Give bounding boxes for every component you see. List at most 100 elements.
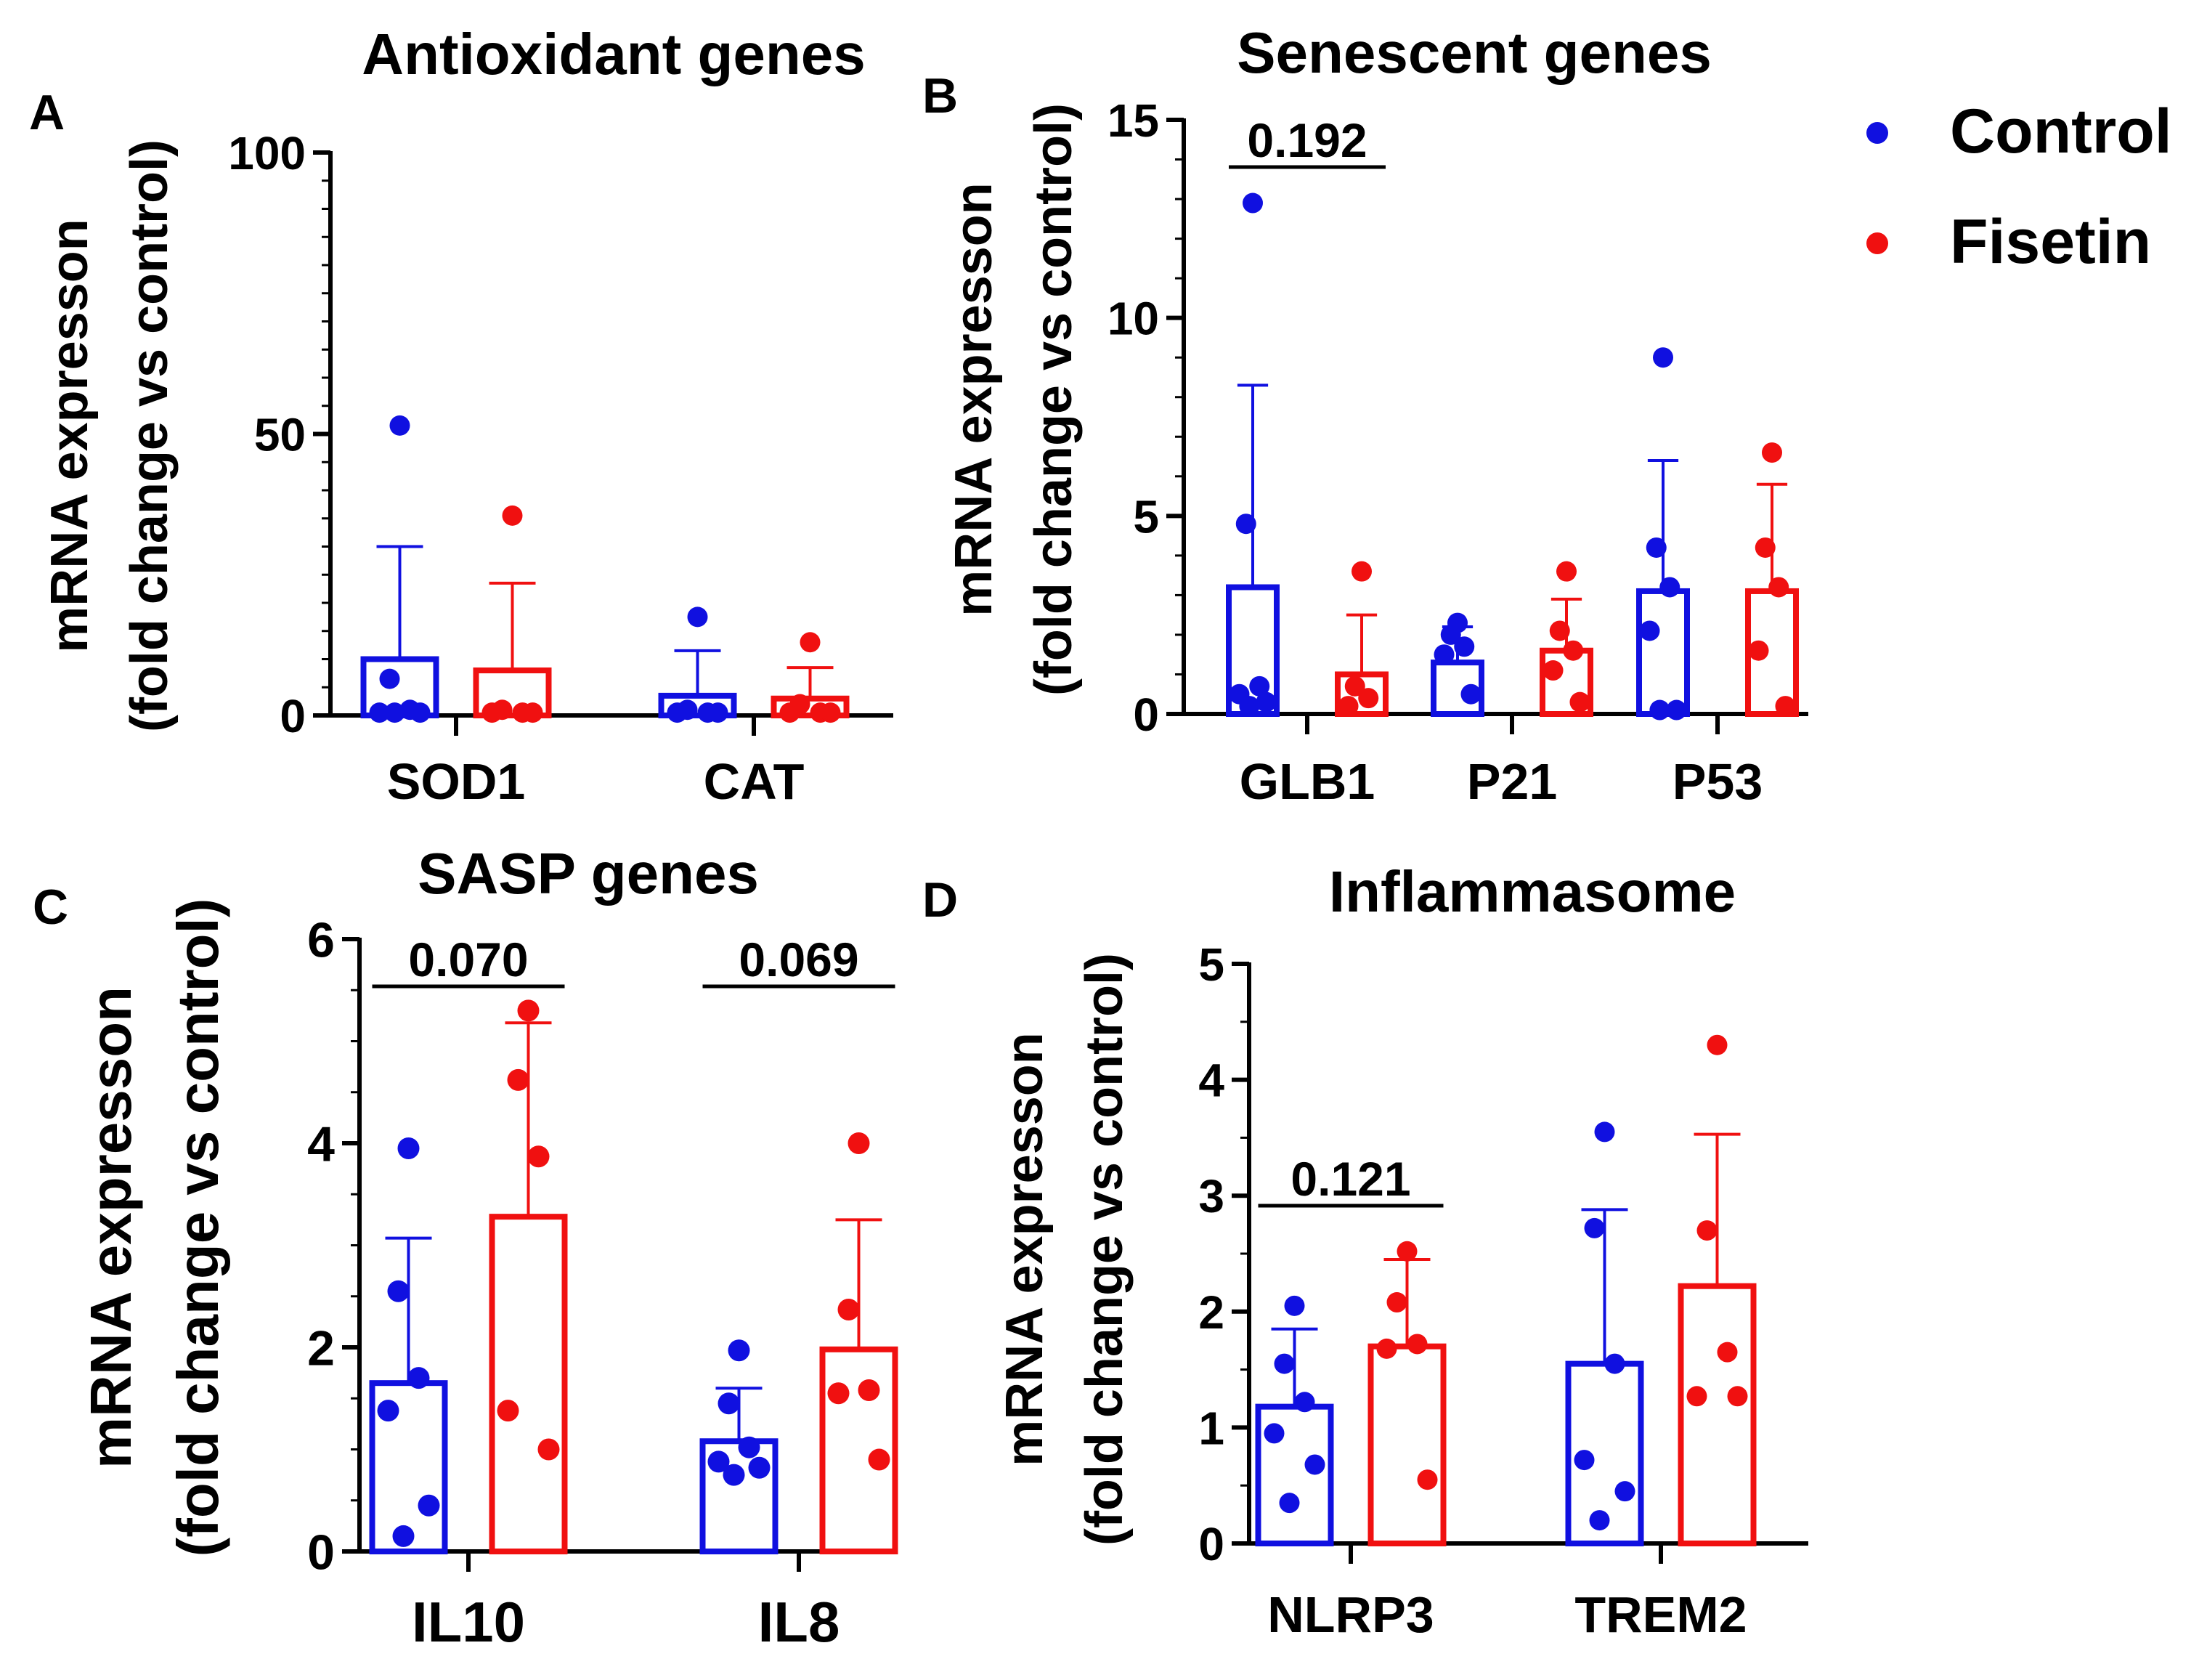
data-point-fisetin — [820, 702, 841, 723]
data-point-fisetin — [1775, 696, 1796, 717]
y-tick-label: 4 — [307, 1116, 335, 1172]
data-point-fisetin — [858, 1379, 880, 1402]
panel-a-ylabel-line1: mRNA expresson — [41, 219, 99, 653]
data-point-fisetin — [1376, 1338, 1397, 1359]
data-point-fisetin — [1696, 1220, 1718, 1241]
p-value-label: 0.121 — [1291, 1152, 1410, 1206]
bar-control — [699, 1438, 779, 1555]
panel-c-ylabel-line1: mRNA expresson — [78, 986, 143, 1469]
data-point-fisetin — [502, 505, 523, 526]
data-point-control — [718, 1392, 740, 1415]
legend-marker-control — [1866, 122, 1888, 144]
x-tick-label: P53 — [1672, 753, 1763, 810]
bar-control — [1431, 660, 1484, 718]
y-tick-label: 1 — [1198, 1402, 1224, 1454]
bar-fisetin — [1367, 1343, 1447, 1547]
data-point-control — [1235, 514, 1256, 535]
data-point-control — [1460, 683, 1482, 705]
panel-letter-b: B — [922, 68, 958, 123]
panel-d-ylabel-line1: mRNA expresson — [996, 1032, 1054, 1466]
data-point-fisetin — [1727, 1386, 1748, 1407]
data-point-control — [1454, 636, 1475, 657]
bar-control — [1636, 588, 1690, 717]
panel-d-ylabel-line2: (fold change vs control) — [1076, 953, 1134, 1546]
data-point-control — [1304, 1454, 1325, 1475]
bar-fisetin — [1678, 1283, 1757, 1546]
data-point-control — [1249, 675, 1270, 697]
panel-d: D Inflammasome mRNA expresson (fold chan… — [922, 859, 1808, 1643]
y-tick-label: 15 — [1107, 94, 1159, 147]
data-point-control — [1649, 699, 1670, 721]
panel-b-plot: 0 5 10 15 GLB1 P21 P53 0.192 — [1107, 94, 1808, 810]
panel-a: A Antioxidant genes mRNA expresson (fold… — [29, 22, 893, 810]
data-point-control — [1239, 696, 1260, 717]
data-point-control — [1614, 1481, 1635, 1502]
data-point-fisetin — [507, 1068, 529, 1091]
data-point-control — [707, 1450, 730, 1473]
data-point-control — [1584, 1217, 1605, 1238]
data-point-control — [707, 702, 728, 723]
data-point-control — [377, 1400, 399, 1422]
y-tick-label: 0 — [1133, 689, 1159, 741]
data-point-control — [1440, 624, 1461, 645]
data-point-control — [1256, 691, 1277, 713]
panel-c: C SASP genes mRNA expresson (fold change… — [33, 841, 898, 1654]
data-point-fisetin — [527, 1145, 550, 1168]
data-point-control — [410, 702, 431, 723]
data-point-fisetin — [537, 1438, 560, 1461]
panel-d-plot: 0 1 2 3 4 5 NLRP3 TREM2 0.121 — [1198, 938, 1808, 1643]
data-point-fisetin — [1549, 620, 1570, 641]
panel-c-title: SASP genes — [418, 841, 759, 906]
data-point-fisetin — [779, 702, 800, 723]
panel-b-title: Senescent genes — [1237, 20, 1712, 85]
data-point-fisetin — [837, 1299, 860, 1321]
x-tick-label: CAT — [704, 753, 805, 810]
data-point-control — [1646, 537, 1667, 558]
data-point-control — [723, 1464, 745, 1486]
data-point-fisetin — [1563, 640, 1584, 661]
data-point-control — [1243, 192, 1263, 214]
x-tick-label: IL10 — [412, 1590, 525, 1654]
data-point-control — [1639, 620, 1660, 641]
data-point-control — [387, 1280, 410, 1302]
x-tick-label: NLRP3 — [1267, 1586, 1434, 1643]
panel-b-ylabel-line2: (fold change vs control) — [1025, 103, 1083, 696]
data-point-fisetin — [481, 702, 503, 723]
y-tick-label: 2 — [307, 1320, 335, 1376]
data-point-control — [379, 668, 400, 689]
data-point-fisetin — [868, 1448, 890, 1471]
y-tick-label: 0 — [280, 690, 306, 742]
p-value-label: 0.192 — [1247, 113, 1367, 167]
data-point-control — [389, 415, 410, 436]
data-point-control — [728, 1339, 750, 1362]
data-point-fisetin — [1344, 675, 1365, 697]
y-tick-label: 6 — [307, 912, 335, 967]
legend-label-control: Control — [1950, 97, 2172, 166]
y-tick-label: 50 — [254, 409, 306, 461]
data-point-control — [1294, 1392, 1315, 1413]
data-point-fisetin — [497, 1400, 519, 1422]
bar-fisetin — [819, 1346, 898, 1555]
x-tick-label: GLB1 — [1240, 753, 1375, 810]
y-tick-label: 0 — [1198, 1518, 1224, 1570]
data-point-control — [369, 702, 390, 723]
bar-fisetin — [473, 667, 552, 718]
y-tick-label: 2 — [1198, 1286, 1224, 1339]
bar-fisetin — [489, 1214, 568, 1555]
panel-a-ylabel-line2: (fold change vs control) — [121, 139, 179, 732]
data-point-fisetin — [1386, 1292, 1407, 1313]
data-point-control — [1589, 1510, 1610, 1531]
data-point-fisetin — [1569, 691, 1590, 713]
data-point-fisetin — [848, 1132, 870, 1154]
data-point-control — [1604, 1353, 1625, 1374]
bar-control — [658, 692, 737, 718]
y-tick-label: 0 — [307, 1525, 335, 1580]
y-tick-label: 3 — [1198, 1170, 1224, 1222]
data-point-control — [1666, 699, 1687, 721]
y-tick-label: 4 — [1198, 1055, 1224, 1107]
data-point-control — [1274, 1353, 1295, 1374]
panel-c-ylabel-line2: (fold change vs control) — [166, 898, 230, 1557]
panel-b: B Senescent genes mRNA expresson (fold c… — [922, 20, 1808, 810]
panel-a-title: Antioxidant genes — [362, 22, 865, 86]
